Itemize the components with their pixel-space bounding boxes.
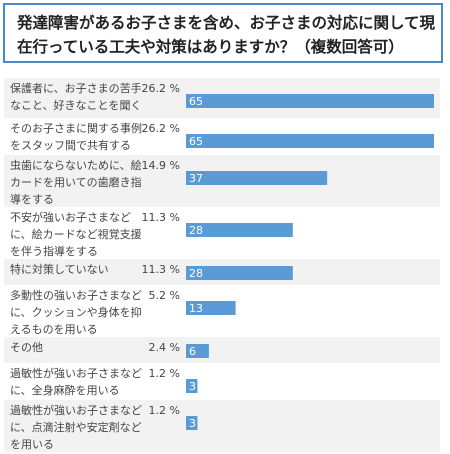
percent-label: 1.2 % (149, 367, 180, 380)
category-label: そのお子さまに関する事例 (10, 121, 142, 135)
bar-value-label: 65 (189, 95, 203, 108)
bar (186, 94, 434, 108)
percent-label: 26.2 % (142, 122, 180, 135)
bar-value-label: 6 (189, 345, 196, 358)
category-label: 過敏性が強いお子さまなど (10, 366, 142, 380)
category-label: 保護者に、お子さまの苦手 (10, 81, 142, 95)
bar-value-label: 13 (189, 302, 203, 315)
bar (186, 266, 293, 280)
bar (186, 301, 236, 315)
percent-label: 2.4 % (149, 341, 180, 354)
bar (186, 416, 198, 430)
row-background (4, 337, 440, 363)
bar (186, 344, 209, 358)
category-label: に、点滴注射や安定剤など (10, 420, 142, 434)
category-label: 過敏性が強いお子さまなど (10, 403, 142, 417)
bar-value-label: 3 (189, 417, 196, 430)
bar-value-label: 28 (189, 224, 203, 237)
bar (186, 171, 328, 185)
percent-label: 5.2 % (149, 289, 180, 302)
percent-label: 26.2 % (142, 82, 180, 95)
category-label: 虫歯にならないために、絵 (10, 158, 142, 172)
bar (186, 379, 198, 393)
category-label: 不安が強いお子さまなど (10, 210, 131, 224)
row-background (4, 400, 440, 452)
category-label: を用いる (10, 438, 54, 451)
chart-title-box: 発達障害があるお子さまを含め、お子さまの対応に関して現在行っている工夫や対策はあ… (3, 3, 443, 63)
category-label: なこと、好きなことを聞く (10, 98, 142, 112)
bar (186, 223, 293, 237)
bar-value-label: 3 (189, 380, 196, 393)
category-label: 多動性の強いお子さまなど (10, 288, 142, 302)
category-label: 特に対策していない (10, 262, 109, 276)
category-label: えるものを用いる (10, 323, 98, 336)
percent-label: 14.9 % (142, 159, 180, 172)
bar (186, 134, 434, 148)
category-label: に、全身麻酔を用いる (10, 383, 120, 397)
category-label: に、絵カードなど視覚支援 (10, 227, 142, 241)
percent-label: 1.2 % (149, 404, 180, 417)
bar-value-label: 37 (189, 172, 203, 185)
category-label: に、クッションや身体を抑 (10, 305, 142, 319)
category-label: を伴う指導をする (10, 244, 98, 258)
category-label: カードを用いての歯磨き指 (10, 175, 142, 189)
percent-label: 11.3 % (142, 211, 180, 224)
category-label: をスタッフ間で共有する (10, 138, 131, 152)
bar-value-label: 28 (189, 267, 203, 280)
chart-title: 発達障害があるお子さまを含め、お子さまの対応に関して現在行っている工夫や対策はあ… (17, 14, 436, 56)
percent-label: 11.3 % (142, 263, 180, 276)
category-label: その他 (10, 341, 43, 354)
bar-value-label: 65 (189, 135, 203, 148)
category-label: 導をする (10, 192, 54, 206)
